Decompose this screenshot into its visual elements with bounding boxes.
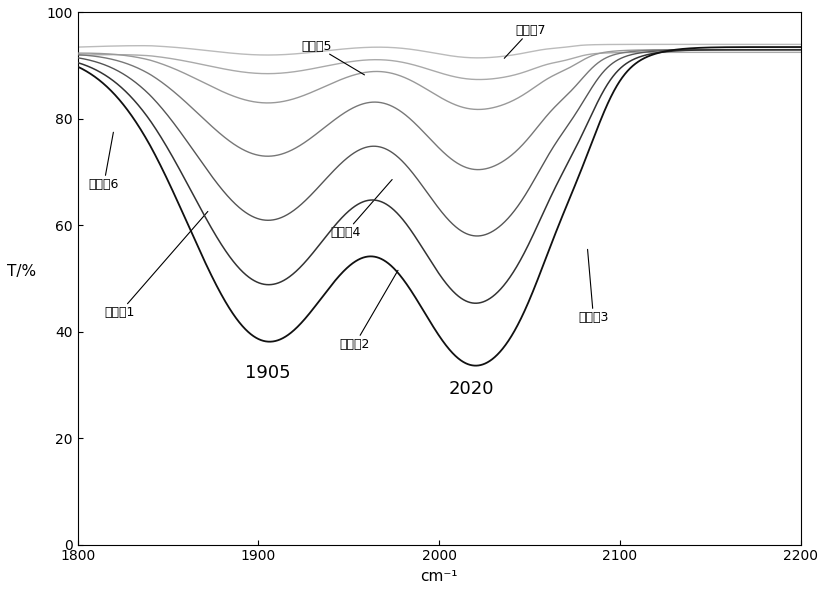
Text: 实施例2: 实施例2 — [340, 270, 398, 350]
Text: 1905: 1905 — [245, 363, 290, 382]
Text: 实施例6: 实施例6 — [88, 132, 119, 191]
Text: 实施例1: 实施例1 — [105, 212, 208, 319]
Y-axis label: T/%: T/% — [7, 264, 36, 278]
Text: 实施例5: 实施例5 — [301, 40, 365, 75]
X-axis label: cm⁻¹: cm⁻¹ — [421, 569, 458, 584]
Text: 实施例3: 实施例3 — [578, 249, 609, 324]
Text: 2020: 2020 — [449, 379, 494, 398]
Text: 实施例7: 实施例7 — [504, 24, 545, 59]
Text: 实施例4: 实施例4 — [331, 180, 392, 239]
